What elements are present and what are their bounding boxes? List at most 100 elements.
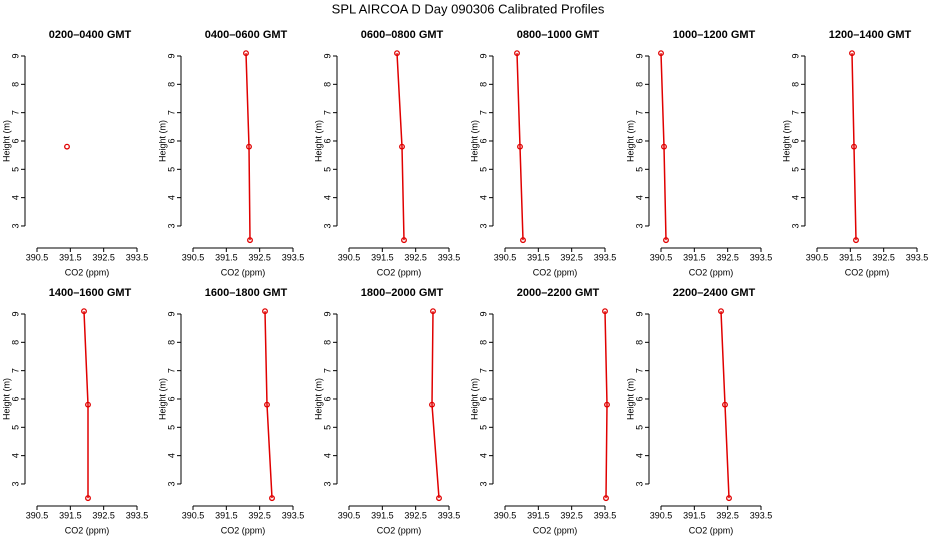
profile-line [431,311,440,499]
y-tick-label: 9 [10,53,20,58]
x-tick-label: 390.5 [494,510,517,520]
x-tick-label: 393.5 [282,252,305,262]
y-tick-label: 8 [322,340,332,345]
y-tick-label: 4 [478,453,488,458]
y-tick-label: 4 [478,195,488,200]
profile-point [658,50,664,57]
profile-line [604,311,608,499]
y-tick-label: 7 [634,368,644,373]
x-axis-label: CO2 (ppm) [689,267,734,277]
profile-point [247,237,253,244]
x-tick-label: 392.5 [248,510,271,520]
x-tick-label: 391.5 [215,510,238,520]
x-tick-label: 390.5 [182,252,205,262]
y-tick-label: 4 [166,453,176,458]
y-tick-label: 4 [634,453,644,458]
y-tick-label: 9 [478,311,488,316]
x-axis-label: CO2 (ppm) [221,267,266,277]
y-tick-label: 8 [790,82,800,87]
y-tick-label: 5 [322,425,332,430]
panel: 1400–1600 GMT 390.5 391.5 392.5 393.5 CO2 (pp… [1,287,148,535]
x-tick-label: 393.5 [126,252,149,262]
y-tick-label: 7 [166,110,176,115]
x-tick-label: 391.5 [59,252,82,262]
y-tick-label: 7 [634,110,644,115]
y-tick-label: 7 [322,110,332,115]
x-tick-label: 393.5 [282,510,305,520]
x-tick-label: 390.5 [338,510,361,520]
x-axis-label: CO2 (ppm) [533,525,578,535]
panel-title: 2200–2400 GMT [673,287,756,299]
profile-point [718,308,724,315]
profile-point [517,143,523,150]
profile-point [726,495,732,502]
y-tick-label: 9 [634,53,644,58]
profile-point [602,308,608,315]
y-axis-label: Height (m) [625,378,635,420]
y-tick-label: 4 [634,195,644,200]
profile-point [246,143,252,150]
y-axis-label: Height (m) [157,120,167,162]
x-tick-label: 392.5 [92,252,115,262]
x-tick-label: 392.5 [404,510,427,520]
y-tick-label: 4 [790,195,800,200]
profile-line [720,311,730,499]
x-tick-label: 390.5 [650,252,673,262]
x-tick-label: 393.5 [750,252,773,262]
panel-title: 0400–0600 GMT [205,29,288,41]
y-tick-label: 5 [322,167,332,172]
panel: 2200–2400 GMT 390.5 391.5 392.5 393.5 CO2 (pp… [625,287,772,535]
profile-point [430,308,436,315]
y-tick-label: 7 [10,368,20,373]
y-tick-label: 3 [634,481,644,486]
y-tick-label: 9 [634,311,644,316]
x-axis-label: CO2 (ppm) [65,525,110,535]
y-tick-label: 4 [10,195,20,200]
panel: 1200–1400 GMT 390.5 391.5 392.5 393.5 CO2 (pp… [781,29,928,277]
profile-point [661,143,667,150]
x-tick-label: 392.5 [560,252,583,262]
y-tick-label: 4 [322,453,332,458]
y-tick-label: 6 [634,396,644,401]
y-tick-label: 9 [10,311,20,316]
profile-point [722,401,728,408]
y-tick-label: 5 [166,425,176,430]
profile-point [853,237,859,244]
y-tick-label: 6 [634,138,644,143]
panel-title: 0600–0800 GMT [361,29,444,41]
y-tick-label: 7 [790,110,800,115]
y-tick-label: 5 [634,425,644,430]
panel-title: 1000–1200 GMT [673,29,756,41]
x-tick-label: 393.5 [126,510,149,520]
y-tick-label: 8 [166,82,176,87]
x-tick-label: 393.5 [438,252,461,262]
profile-line [516,53,524,241]
x-axis-label: CO2 (ppm) [377,525,422,535]
panel: 0600–0800 GMT 390.5 391.5 392.5 393.5 CO2 (pp… [313,29,460,277]
panel-title: 1200–1400 GMT [829,29,912,41]
x-tick-label: 390.5 [26,510,49,520]
y-tick-label: 5 [790,167,800,172]
profile-point [81,308,87,315]
panel-title: 2000–2200 GMT [517,287,600,299]
profile-point [394,50,400,57]
y-tick-label: 6 [478,396,488,401]
x-tick-label: 391.5 [683,510,706,520]
profile-line [245,53,251,241]
y-tick-label: 5 [166,167,176,172]
y-axis-label: Height (m) [1,378,11,420]
x-tick-label: 392.5 [716,252,739,262]
y-axis-label: Height (m) [469,120,479,162]
y-tick-label: 3 [478,223,488,228]
y-tick-label: 6 [166,138,176,143]
x-tick-label: 390.5 [494,252,517,262]
profile-line [264,311,273,499]
x-tick-label: 392.5 [872,252,895,262]
x-axis-label: CO2 (ppm) [689,525,734,535]
y-tick-label: 6 [322,396,332,401]
x-axis-label: CO2 (ppm) [533,267,578,277]
panel: 2000–2200 GMT 390.5 391.5 392.5 393.5 CO2 (pp… [469,287,616,535]
profile-point [85,495,91,502]
y-axis-label: Height (m) [313,120,323,162]
panel-title: 1600–1800 GMT [205,287,288,299]
